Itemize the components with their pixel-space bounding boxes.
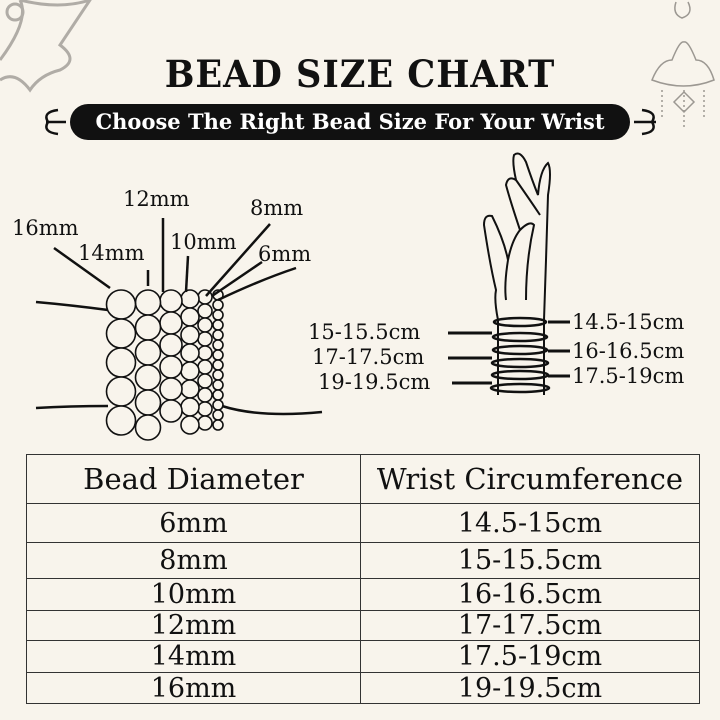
bead (212, 359, 224, 371)
bead (197, 359, 213, 375)
bead (180, 361, 200, 381)
bead-label-14mm: 14mm (78, 241, 145, 265)
bead (212, 349, 224, 361)
table-header-row: Bead Diameter Wrist Circumference (26, 454, 700, 504)
table-row: 8mm 15-15.5cm (26, 542, 700, 579)
bead-label-8mm: 8mm (250, 196, 304, 220)
bead-diameter-cell: 8mm (26, 542, 361, 579)
wrist-circumference-cell: 15-15.5cm (360, 542, 700, 579)
bead (105, 376, 137, 407)
bead-size-table: Bead Diameter Wrist Circumference 6mm 14.… (26, 454, 700, 704)
wrist-label-left: 15-15.5cm (308, 320, 421, 344)
wrist-label-left: 19-19.5cm (318, 370, 431, 394)
table-row: 12mm 17-17.5cm (26, 610, 700, 641)
table-row: 14mm 17.5-19cm (26, 640, 700, 673)
table-row: 6mm 14.5-15cm (26, 503, 700, 543)
bead (212, 339, 224, 351)
bead (180, 379, 200, 399)
table-row: 10mm 16-16.5cm (26, 578, 700, 611)
bead-diameter-cell: 12mm (26, 610, 361, 641)
bead (105, 318, 137, 349)
bead (197, 373, 213, 389)
wrist-circumference-cell: 14.5-15cm (360, 503, 700, 543)
bead-label-16mm: 16mm (12, 216, 79, 240)
bead (212, 419, 224, 431)
bead (212, 329, 224, 341)
bead-diameter-cell: 16mm (26, 672, 361, 704)
bead (212, 399, 224, 411)
bead-diameter-cell: 14mm (26, 640, 361, 673)
bead-label-10mm: 10mm (170, 230, 237, 254)
bracelet-string-lines (35, 300, 323, 416)
bead (134, 364, 162, 391)
bead (212, 319, 224, 331)
hanging-lotus-ornament-icon (651, 1, 715, 130)
wrist-label-right: 17.5-19cm (572, 364, 685, 388)
bead (180, 397, 200, 417)
column-header: Bead Diameter (26, 454, 361, 504)
bead (105, 405, 137, 436)
banner-flourish-left-icon (45, 108, 66, 136)
bead (180, 415, 200, 435)
bead (159, 377, 183, 401)
lotus-ornament-icon (0, 0, 92, 93)
bead-diameter-cell: 10mm (26, 578, 361, 611)
banner-flourish-right-icon (634, 108, 656, 136)
wrist-label-right: 14.5-15cm (572, 310, 685, 334)
wrist-label-right: 16-16.5cm (572, 339, 685, 363)
bead (134, 414, 162, 441)
bead (105, 347, 137, 378)
table-row: 16mm 19-19.5cm (26, 672, 700, 704)
bead (197, 401, 213, 417)
bead (212, 379, 224, 391)
bead-label-leaders (53, 218, 297, 302)
bead (212, 309, 224, 321)
bead (180, 289, 200, 309)
bead-label-6mm: 6mm (258, 242, 312, 266)
bead (134, 289, 162, 316)
wrist-circumference-cell: 17-17.5cm (360, 610, 700, 641)
wrist-circumference-cell: 19-19.5cm (360, 672, 700, 704)
bead (134, 389, 162, 416)
bead (180, 325, 200, 345)
hand-illustration (482, 152, 551, 395)
bead (159, 333, 183, 357)
bead (134, 314, 162, 341)
bead-bracelet-stack (105, 289, 224, 441)
wrist-label-leaders (448, 320, 570, 385)
bead (180, 343, 200, 363)
bead (180, 307, 200, 327)
bead (197, 303, 213, 319)
bead (105, 289, 137, 320)
bead (159, 289, 183, 313)
page-title: BEAD SIZE CHART (164, 52, 556, 96)
bead (197, 345, 213, 361)
bead (197, 317, 213, 333)
bead (197, 331, 213, 347)
bead (212, 369, 224, 381)
wrist-circumference-cell: 17.5-19cm (360, 640, 700, 673)
wrist-label-left: 17-17.5cm (312, 345, 425, 369)
bead (134, 339, 162, 366)
subtitle-banner: Choose The Right Bead Size For Your Wris… (70, 104, 630, 140)
wrist-rings (489, 316, 551, 394)
bead (197, 415, 213, 431)
bead (159, 311, 183, 335)
bead (159, 399, 183, 423)
bead (212, 409, 224, 421)
column-header: Wrist Circumference (360, 454, 700, 504)
bead (212, 389, 224, 401)
bead (197, 387, 213, 403)
bead-diameter-cell: 6mm (26, 503, 361, 543)
wrist-circumference-cell: 16-16.5cm (360, 578, 700, 611)
bead (212, 299, 224, 311)
bead (159, 355, 183, 379)
bead-label-12mm: 12mm (123, 187, 190, 211)
